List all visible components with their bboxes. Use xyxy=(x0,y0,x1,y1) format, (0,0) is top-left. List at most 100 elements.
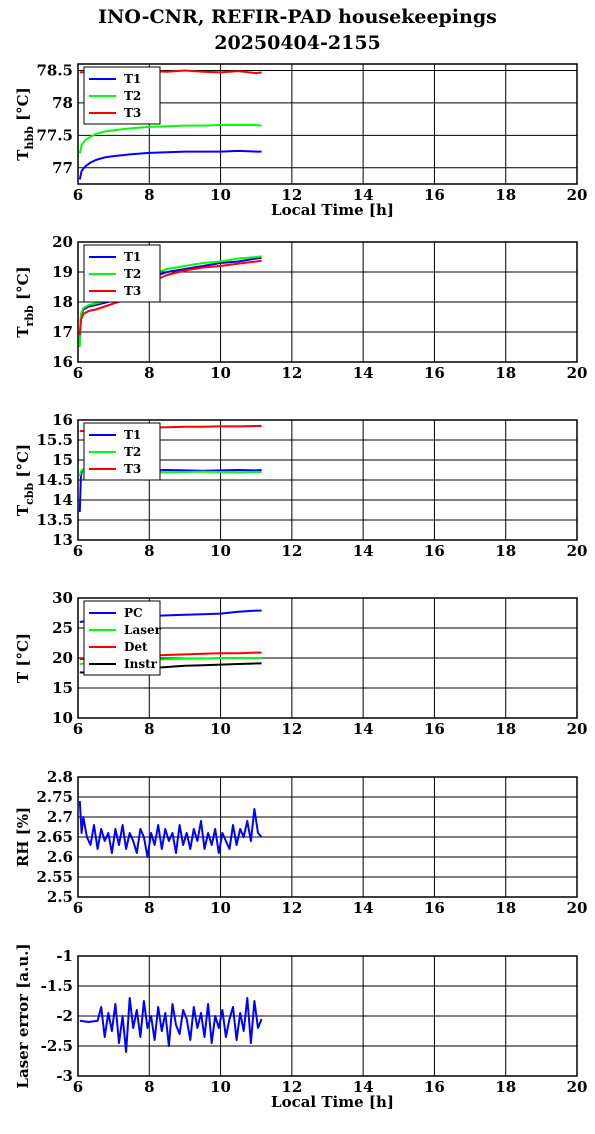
plot-frame xyxy=(77,63,578,185)
y-tick-label: 2.7 xyxy=(47,808,73,826)
x-tick-label: 10 xyxy=(210,720,231,738)
x-tick-label: 8 xyxy=(144,720,154,738)
y-tick-label: 2.75 xyxy=(36,788,73,806)
y-tick-label: 2.65 xyxy=(36,828,73,846)
y-axis-label: Tcbb [°C] xyxy=(14,444,36,516)
legend-label: Instr xyxy=(124,657,158,671)
legend: T1 T2 T3 xyxy=(83,422,161,481)
y-tick-label: 16 xyxy=(52,411,73,429)
x-tick-label: 10 xyxy=(210,542,231,560)
x-tick-label: 14 xyxy=(353,1078,374,1096)
plot-frame xyxy=(77,776,578,898)
x-tick-label: 20 xyxy=(567,899,588,917)
x-tick-label: 18 xyxy=(495,186,516,204)
x-axis-label: Local Time [h] xyxy=(271,201,394,219)
y-tick-label: 14 xyxy=(52,491,73,509)
x-tick-label: 18 xyxy=(495,720,516,738)
legend-label: T1 xyxy=(124,428,141,442)
x-tick-label: 14 xyxy=(353,720,374,738)
y-axis-label: Trbb [°C] xyxy=(14,266,36,337)
x-axis-label: Local Time [h] xyxy=(271,1093,394,1111)
y-tick-label: 30 xyxy=(52,589,73,607)
panel-4: 6 8 10 12 14 16 18 20 10 15 20 25 30 T [°C] PC Laser Det… xyxy=(14,589,587,738)
legend-label: T2 xyxy=(124,267,141,281)
y-tick-label: 10 xyxy=(52,709,73,727)
y-tick-label: -1 xyxy=(56,947,73,965)
x-tick-label: 14 xyxy=(353,542,374,560)
series-line-1 xyxy=(78,800,263,858)
y-axis-label-main: RH [%] xyxy=(14,807,32,867)
y-axis-label: RH [%] xyxy=(14,807,32,867)
y-tick-label: 25 xyxy=(52,619,73,637)
series-line-t1 xyxy=(78,149,262,180)
x-tick-label: 20 xyxy=(567,1078,588,1096)
y-tick-label: 2.55 xyxy=(36,868,73,886)
legend: T1 T2 T3 xyxy=(83,244,161,303)
legend-label: T3 xyxy=(124,106,141,120)
y-tick-label: 16 xyxy=(52,353,73,371)
x-tick-label: 6 xyxy=(73,186,83,204)
y-axis-label: Laser error [a.u.] xyxy=(14,943,32,1088)
x-tick-label: 12 xyxy=(281,1078,302,1096)
y-tick-label: 20 xyxy=(52,233,73,251)
x-tick-label: 8 xyxy=(144,542,154,560)
y-axis-label-main: T xyxy=(14,326,32,338)
y-tick-label: -2.5 xyxy=(41,1037,73,1055)
y-axis-label-unit: [°C] xyxy=(14,87,32,126)
legend-label: Det xyxy=(124,640,148,654)
y-tick-label: 15.5 xyxy=(36,431,73,449)
y-tick-label: 13.5 xyxy=(36,511,73,529)
x-tick-label: 6 xyxy=(73,364,83,382)
panel-2: 6 8 10 12 14 16 18 20 16 17 18 19 20 Trbb [°C] T1 T2 T3 xyxy=(14,233,587,382)
y-tick-label: 15 xyxy=(52,679,73,697)
x-tick-label: 6 xyxy=(73,899,83,917)
y-axis-label-main: Laser error [a.u.] xyxy=(14,943,32,1088)
y-tick-label: 2.5 xyxy=(47,888,73,906)
x-tick-label: 12 xyxy=(281,542,302,560)
legend: T1 T2 T3 xyxy=(83,66,161,125)
x-tick-label: 6 xyxy=(73,542,83,560)
legend-label: T3 xyxy=(124,284,141,298)
x-tick-label: 20 xyxy=(567,542,588,560)
x-tick-label: 6 xyxy=(73,1078,83,1096)
x-tick-label: 14 xyxy=(353,899,374,917)
x-tick-label: 18 xyxy=(495,1078,516,1096)
x-tick-label: 16 xyxy=(424,364,445,382)
y-axis-label-subscript: rbb xyxy=(23,305,36,326)
x-tick-label: 8 xyxy=(144,186,154,204)
y-axis-label-main: T xyxy=(14,149,32,161)
y-tick-label: 13 xyxy=(52,531,73,549)
y-axis-label-main: T [°C] xyxy=(14,633,32,683)
panel-5: 6 8 10 12 14 16 18 20 2.5 2.55 2.6 2.65 2.7 2.75 2.8 RH… xyxy=(14,768,587,917)
x-tick-label: 20 xyxy=(567,720,588,738)
y-tick-label: -2 xyxy=(56,1007,73,1025)
x-tick-label: 16 xyxy=(424,542,445,560)
legend-label: T3 xyxy=(124,462,141,476)
panel-3: 6 8 10 12 14 16 18 20 13 13.5 14 14.5 15 15.5 16 Tcbb [… xyxy=(14,411,587,560)
chart-title-line-1: INO-CNR, REFIR-PAD housekeepings xyxy=(98,6,497,28)
x-tick-label: 14 xyxy=(353,364,374,382)
y-tick-label: 17 xyxy=(52,323,73,341)
x-tick-label: 20 xyxy=(567,186,588,204)
x-tick-label: 8 xyxy=(144,364,154,382)
series-line-t2 xyxy=(78,124,262,154)
x-tick-label: 10 xyxy=(210,364,231,382)
x-tick-label: 12 xyxy=(281,186,302,204)
panel-6: 6 8 10 12 14 16 18 20 -3 -2.5 -2 -1.5 -1 Local Time [… xyxy=(14,943,587,1111)
y-axis-label: T [°C] xyxy=(14,633,32,683)
legend-label: T2 xyxy=(124,445,141,459)
y-tick-label: 15 xyxy=(52,451,73,469)
x-tick-label: 10 xyxy=(210,899,231,917)
legend: PC Laser Det Instr xyxy=(83,600,162,676)
y-axis-label-unit: [°C] xyxy=(14,444,32,483)
y-axis-label-subscript: cbb xyxy=(23,483,36,505)
plot-frame xyxy=(77,419,578,541)
x-tick-label: 12 xyxy=(281,720,302,738)
y-axis-label-subscript: hbb xyxy=(23,126,36,150)
x-tick-label: 16 xyxy=(424,720,445,738)
y-tick-label: 77 xyxy=(52,159,73,177)
y-tick-label: 20 xyxy=(52,649,73,667)
y-axis-label: Thbb [°C] xyxy=(14,87,36,160)
x-tick-label: 18 xyxy=(495,364,516,382)
